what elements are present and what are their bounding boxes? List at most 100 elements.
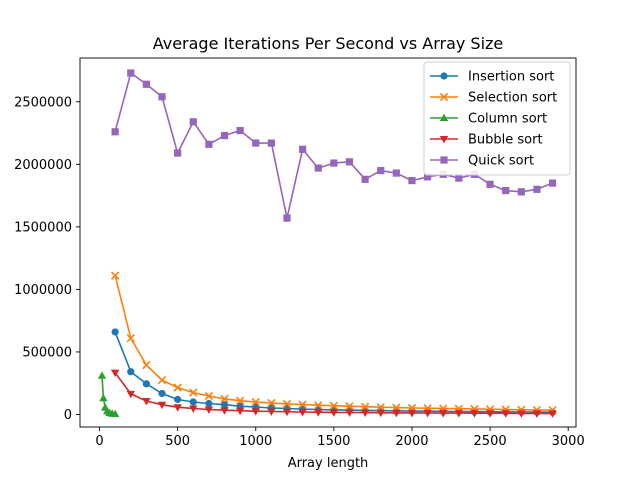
data-point-bubble-sort [298,408,307,417]
data-point-quick-sort [517,188,525,196]
data-point-insertion-sort [174,395,182,404]
data-point-selection-sort [157,375,167,385]
legend-item-bubble-sort: Bubble sort [430,133,543,148]
data-point-selection-sort [204,391,214,401]
data-point-quick-sort [330,159,338,167]
data-point-bubble-sort [235,407,245,416]
data-point-insertion-sort [158,389,166,398]
data-point-insertion-sort [205,399,213,408]
data-point-selection-sort [189,388,198,397]
data-point-bubble-sort [423,409,432,418]
series-bubble-sort [110,369,557,418]
x-tick-label: 500 [165,434,190,449]
data-point-selection-sort [376,403,385,412]
data-point-selection-sort [360,402,370,411]
data-point-bubble-sort [517,410,526,418]
data-point-bubble-sort [329,409,339,417]
data-point-quick-sort [142,80,150,88]
data-point-bubble-sort [142,397,151,406]
data-point-insertion-sort [142,380,150,388]
data-point-selection-sort [142,360,151,370]
legend-item-quick-sort: Quick sort [430,154,534,169]
data-point-bubble-sort [282,408,292,417]
data-point-quick-sort [205,140,213,148]
y-tick-label: 0 [64,408,72,423]
data-point-insertion-sort [220,401,229,409]
data-point-bubble-sort [189,405,198,413]
data-point-quick-sort [486,180,494,188]
data-point-selection-sort [126,334,135,343]
legend-label: Insertion sort [468,70,554,85]
data-point-quick-sort [548,179,557,187]
data-point-quick-sort [533,185,541,193]
x-tick-label: 2000 [395,434,428,449]
data-point-quick-sort [236,126,244,135]
axes-frame [79,57,577,428]
legend-swatch-marker [440,156,448,164]
chart-title: Average Iterations Per Second vs Array S… [153,34,504,53]
data-point-bubble-sort [345,409,354,417]
data-point-bubble-sort [220,407,229,415]
legend-item-selection-sort: Selection sort [430,91,557,106]
data-point-bubble-sort [485,410,495,418]
data-point-bubble-sort [251,408,260,416]
y-tick-label: 500000 [22,345,72,360]
series-column-sort [97,371,120,418]
data-point-bubble-sort [204,406,214,414]
data-point-bubble-sort [376,409,385,418]
legend-label: Quick sort [468,154,534,169]
data-point-column-sort [97,371,107,379]
legend-label: Bubble sort [468,133,543,148]
data-point-selection-sort [314,401,323,410]
data-point-quick-sort [455,174,463,182]
data-point-quick-sort [174,149,182,157]
data-point-quick-sort [377,166,385,175]
data-point-quick-sort [314,164,322,172]
x-tick-label: 2500 [474,434,507,449]
data-point-quick-sort [127,69,135,77]
data-point-bubble-sort [439,410,448,418]
legend-item-insertion-sort: Insertion sort [430,70,554,85]
data-point-bubble-sort [157,401,167,410]
data-point-insertion-sort [127,368,135,376]
x-tick-label: 1000 [239,434,272,449]
legend-label: Selection sort [468,91,557,106]
data-point-bubble-sort [360,409,370,418]
y-tick-label: 1000000 [14,283,72,298]
data-point-bubble-sort [548,410,557,418]
data-point-quick-sort [423,173,432,181]
y-tick-label: 2000000 [14,158,72,173]
x-tick-label: 3000 [552,434,585,449]
data-point-bubble-sort [454,410,464,418]
legend-swatch-marker [439,113,449,121]
x-axis-title: Array length [288,456,369,471]
legend-swatch-marker [439,136,449,144]
y-tick-label: 1500000 [14,220,72,235]
data-point-bubble-sort [314,409,323,417]
data-point-insertion-sort [111,328,119,336]
data-point-selection-sort [345,402,354,411]
legend-swatch-marker [439,92,449,102]
data-point-bubble-sort [392,409,401,418]
legend-box [423,61,571,176]
data-point-quick-sort [189,118,197,126]
data-point-quick-sort [267,139,275,147]
data-point-bubble-sort [501,410,510,418]
data-point-bubble-sort [470,410,479,418]
data-point-selection-sort [220,394,229,404]
data-point-bubble-sort [267,408,276,416]
data-point-quick-sort [252,139,260,147]
plot-area: 0 500 1000 1500 2000 2500 3000 0 500000 1000000 15… [14,57,585,449]
data-point-insertion-sort [189,398,197,406]
y-tick-label: 2500000 [14,95,72,110]
data-point-selection-sort [173,383,182,392]
data-point-selection-sort [298,400,307,409]
data-point-quick-sort [111,128,119,136]
data-point-bubble-sort [407,409,417,418]
data-point-bubble-sort [110,369,120,377]
legend-label: Column sort [468,112,547,127]
data-point-quick-sort [220,131,229,140]
data-point-column-sort [99,393,108,402]
data-point-selection-sort [267,398,276,408]
